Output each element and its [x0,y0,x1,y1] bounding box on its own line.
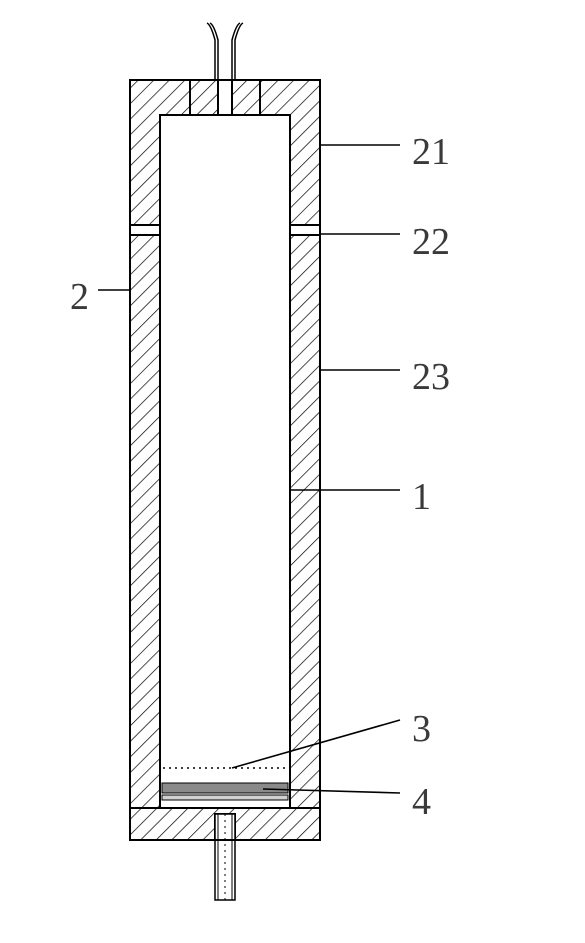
cap-top-plug-right [232,80,260,115]
body-wall-left [130,235,160,808]
label-l22: 22 [412,220,450,264]
label-l2: 2 [70,275,89,319]
diagram-svg [0,0,585,943]
cap-top-plug-left [190,80,218,115]
label-l3: 3 [412,707,431,751]
label-l23: 23 [412,355,450,399]
element-4-layer [162,783,288,793]
top-lip-left [207,23,218,80]
label-l21: 21 [412,130,450,174]
label-l1: 1 [412,475,431,519]
diagram-root: 2 21 22 23 1 3 4 [0,0,585,943]
top-lip-right [232,23,243,80]
element-4-layer-b [162,795,288,800]
body-wall-right [290,235,320,808]
label-l4: 4 [412,780,431,824]
inner-chamber [160,115,290,808]
